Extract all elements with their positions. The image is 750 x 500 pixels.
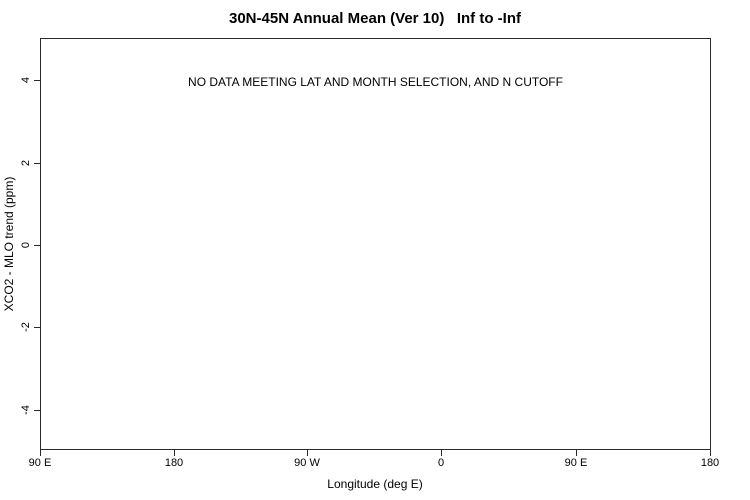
x-tick-mark	[307, 450, 308, 456]
x-tick-mark	[710, 450, 711, 456]
chart-title: 30N-45N Annual Mean (Ver 10) Inf to -Inf	[229, 10, 521, 27]
y-tick-mark	[34, 410, 40, 411]
x-tick-label: 180	[164, 457, 184, 469]
y-tick-mark	[34, 163, 40, 164]
y-tick-label: -4	[20, 405, 32, 415]
plot-area: NO DATA MEETING LAT AND MONTH SELECTION,…	[40, 38, 711, 450]
y-tick-label: 0	[20, 241, 32, 249]
y-tick-label: 4	[20, 76, 32, 84]
no-data-message: NO DATA MEETING LAT AND MONTH SELECTION,…	[188, 75, 563, 89]
x-tick-mark	[40, 450, 41, 456]
x-tick-label: 90 W	[294, 457, 320, 469]
y-tick-mark	[34, 80, 40, 81]
x-tick-label: 90 E	[564, 457, 588, 469]
x-tick-mark	[174, 450, 175, 456]
y-axis-label: XCO2 - MLO trend (ppm)	[2, 176, 16, 312]
x-tick-mark	[441, 450, 442, 456]
y-tick-mark	[34, 327, 40, 328]
x-tick-label: 180	[700, 457, 720, 469]
x-axis-label: Longitude (deg E)	[327, 477, 423, 491]
y-tick-label: 2	[20, 159, 32, 167]
x-tick-label: 0	[437, 457, 445, 469]
x-tick-label: 90 E	[28, 457, 52, 469]
y-tick-mark	[34, 245, 40, 246]
x-tick-mark	[576, 450, 577, 456]
y-tick-label: -2	[20, 322, 32, 332]
